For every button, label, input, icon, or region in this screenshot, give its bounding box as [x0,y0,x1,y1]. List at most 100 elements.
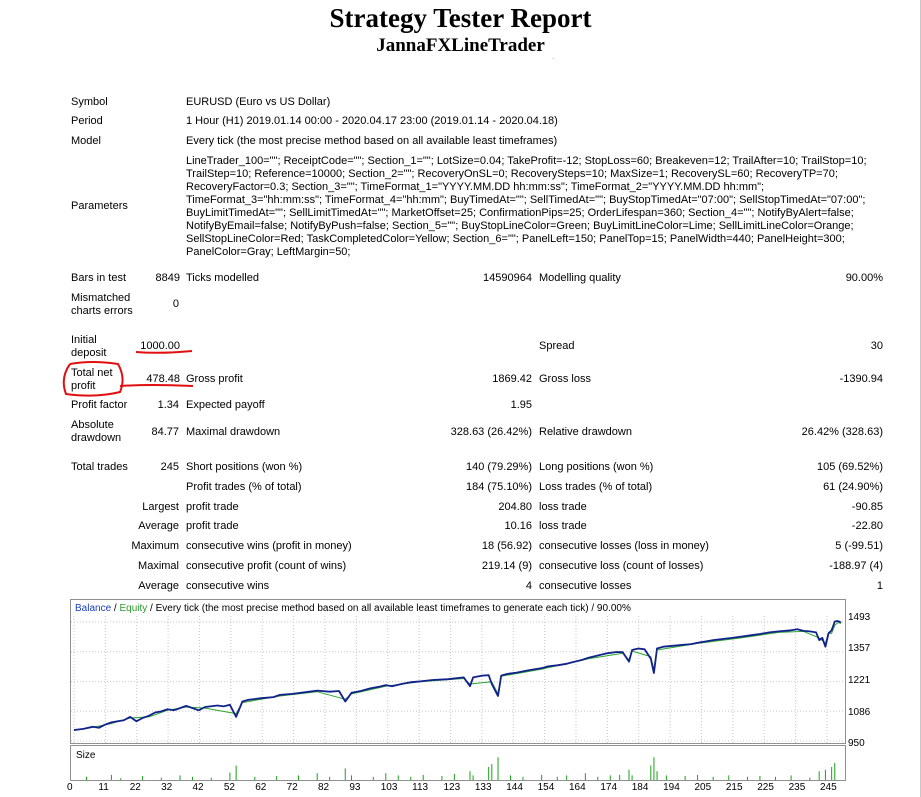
x-tick-label: 113 [412,782,429,793]
period-value: 1 Hour (H1) 2019.01.14 00:00 - 2020.04.1… [186,115,558,127]
x-tick-label: 235 [788,782,806,793]
maximal-drawdown-label: Maximal drawdown [186,426,281,438]
total-trades-value: 245 [160,461,179,473]
cursor-mark: ˙ [552,57,555,67]
largest-loss-label: loss trade [539,501,587,513]
average-consecutive-loss-label: consecutive losses [539,580,632,592]
model-label: Model [71,135,101,147]
absolute-drawdown-value: 84.77 [151,426,179,438]
y-tick-label: 1221 [848,675,871,686]
x-tick-label: 42 [192,782,204,793]
maximum-profit-label: consecutive wins (profit in money) [186,540,352,552]
x-tick-label: 123 [443,782,461,793]
parameters-label: Parameters [71,200,128,212]
gross-loss-value: -1390.94 [839,373,883,385]
maximal-loss-label: consecutive loss (count of losses) [539,560,704,572]
x-tick-label: 205 [694,782,712,793]
gross-loss-label: Gross loss [539,373,591,385]
balance-chart-plot [71,616,845,743]
modelling-quality-label: Modelling quality [539,272,621,284]
gross-profit-label: Gross profit [186,373,243,385]
report-title: Strategy Tester Report [329,3,592,33]
absolute-drawdown-label: Absolute [71,419,114,431]
maximum-loss-value: 5 (-99.51) [835,540,883,552]
modelling-quality-value: 90.00% [845,272,883,284]
loss-trades-label: Loss trades (% of total) [539,481,653,493]
initial-deposit-value: 1000.00 [140,340,180,352]
mismatched-label: Mismatched [71,292,131,304]
absolute-drawdown-label-2: drawdown [71,432,122,444]
chart-legend: Balance / Equity / Every tick (the most … [75,603,631,614]
average-consecutive-profit-value: 4 [525,580,532,592]
largest-loss-value: -90.85 [851,501,883,513]
bars-in-test-value: 8849 [155,272,180,284]
average-profit-label: profit trade [186,520,239,532]
x-tick-label: 133 [474,782,492,793]
maximal-loss-value: -188.97 (4) [829,560,883,572]
loss-trades-value: 61 (24.90%) [823,481,883,493]
average-prefix: Average [138,520,179,532]
x-tick-label: 0 [67,782,73,793]
y-tick-label: 1086 [848,707,871,718]
long-positions-label: Long positions (won %) [539,461,654,473]
symbol-value: EURUSD (Euro vs US Dollar) [186,96,331,108]
short-positions-value: 140 (79.29%) [465,461,532,473]
x-tick-label: 11 [98,782,109,793]
balance-series-line [73,620,842,731]
legend-balance: Balance [75,603,112,614]
profit-trades-label: Profit trades (% of total) [186,481,302,493]
size-chart-plot [85,757,836,780]
maximal-profit-label: consecutive profit (count of wins) [186,560,347,572]
profit-factor-label: Profit factor [71,399,128,411]
expected-payoff-value: 1.95 [510,399,532,411]
total-net-profit-label-2: profit [71,380,96,392]
largest-profit-label: profit trade [186,501,239,513]
average-consecutive-profit-label: consecutive wins [186,580,270,592]
x-tick-label: 82 [318,782,330,793]
gross-profit-value: 1869.42 [492,373,532,385]
parameters-value: LineTrader_100=""; ReceiptCode=""; Secti… [186,155,867,258]
total-trades-label: Total trades [71,461,128,473]
mismatched-label-2: charts errors [71,305,133,317]
x-tick-label: 194 [663,782,680,793]
x-tick-label: 62 [255,782,267,793]
y-tick-label: 950 [848,738,865,749]
total-net-profit-value: 478.48 [146,373,180,385]
spread-value: 30 [870,340,883,352]
short-positions-label: Short positions (won %) [186,461,303,473]
x-tick-label: 144 [506,782,523,793]
x-tick-label: 184 [631,782,649,793]
profit-factor-value: 1.34 [157,399,179,411]
x-tick-label: 93 [349,782,361,793]
x-tick-label: 215 [725,782,743,793]
maximum-loss-label: consecutive losses (loss in money) [539,540,709,552]
bars-in-test-label: Bars in test [71,272,127,284]
x-tick-label: 22 [129,782,141,793]
size-panel-label: Size [76,750,96,761]
relative-drawdown-label: Relative drawdown [539,426,632,438]
y-tick-label: 1357 [848,643,871,654]
average-loss-label: loss trade [539,520,587,532]
x-tick-label: 154 [537,782,555,793]
long-positions-value: 105 (69.52%) [816,461,883,473]
x-tick-label: 245 [820,782,837,793]
ticks-modelled-label: Ticks modelled [186,272,259,284]
expected-payoff-label: Expected payoff [186,399,265,411]
x-tick-label: 225 [757,782,774,793]
largest-profit-value: 204.80 [498,501,532,513]
ticks-modelled-value: 14590964 [483,272,532,284]
report-subtitle: JannaFXLineTrader [376,35,545,56]
maximal-prefix: Maximal [138,560,179,572]
period-label: Period [71,115,103,127]
balance-chart: Balance / Equity / Every tick (the most … [70,599,846,744]
model-value: Every tick (the most precise method base… [186,135,558,147]
average-consecutive-loss-value: 1 [876,580,883,592]
maximal-drawdown-value: 328.63 (26.42%) [450,426,532,438]
maximum-profit-value: 18 (56.92) [481,540,532,552]
x-tick-label: 32 [161,782,173,793]
largest-prefix: Largest [142,501,179,513]
average-profit-value: 10.16 [504,520,532,532]
spread-label: Spread [539,340,575,352]
average-consecutive-prefix: Average [138,580,179,592]
